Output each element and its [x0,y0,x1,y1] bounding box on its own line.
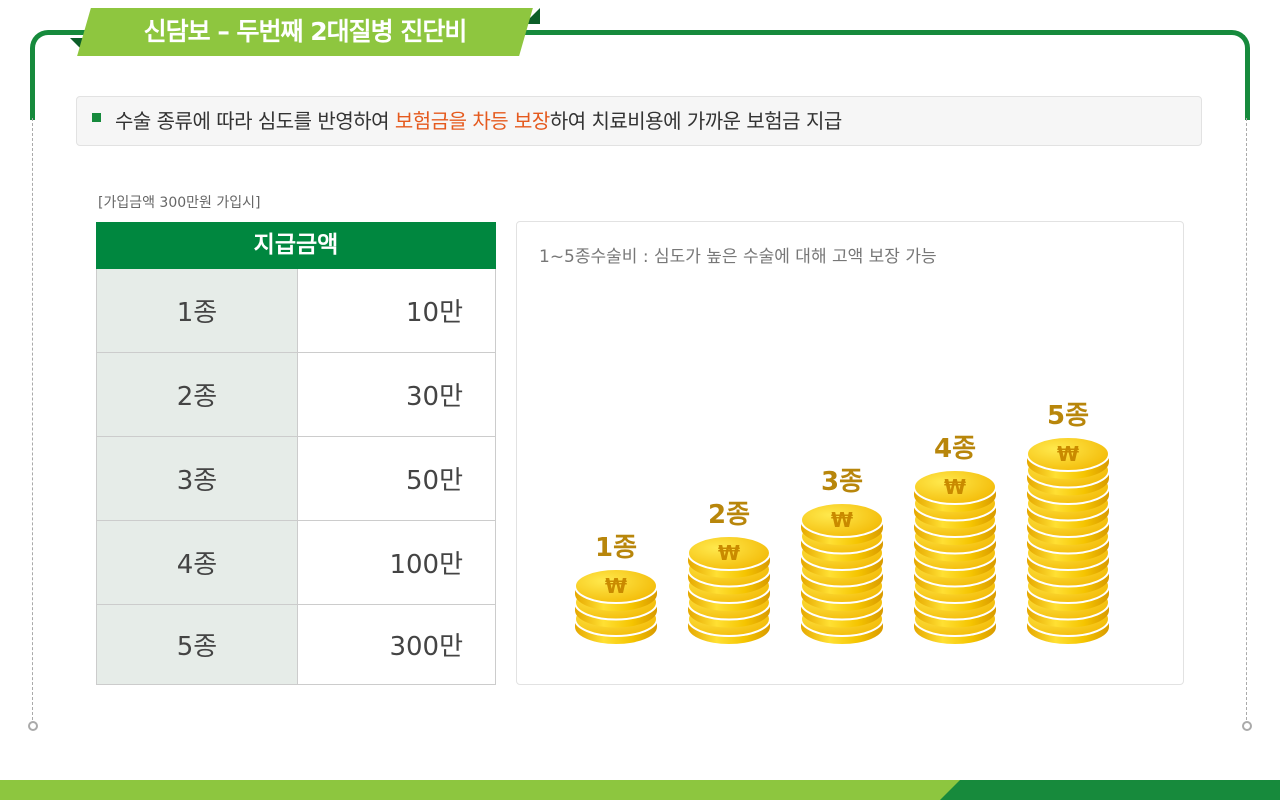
square-bullet-icon [92,113,104,125]
payment-table-header: 지급금액 [96,222,496,269]
coin-stack-label: 2종 [708,500,750,530]
payment-table: 지급금액 1종 10만 2종 30만 3종 50만 4종 100만 5종 300… [96,222,496,685]
grade-cell: 3종 [97,437,298,520]
grade-cell: 1종 [97,269,298,352]
table-row: 4종 100만 [96,521,496,605]
amount-cell: 50만 [298,437,495,520]
coin-stack-2: ₩2종 [687,500,771,644]
frame-right-dashed-line [1246,118,1247,720]
coin-stack-5: ₩5종 [1026,401,1110,644]
table-row: 1종 10만 [96,269,496,353]
coin-stack-3: ₩3종 [800,467,884,644]
coin-stack-label: 5종 [1047,401,1089,431]
coin-face [1026,436,1110,472]
notice-text-before: 수술 종류에 따라 심도를 반영하여 [115,109,395,133]
chart-caption: 1~5종수술비 : 심도가 높은 수술에 대해 고액 보장 가능 [539,247,937,267]
coin-face [574,568,658,604]
won-icon: ₩ [605,574,627,598]
coin-stack-4: ₩4종 [913,434,997,644]
won-icon: ₩ [718,541,740,565]
won-icon: ₩ [944,475,966,499]
coin-stack-1: ₩1종 [574,533,658,644]
coin-chart-box: 1~5종수술비 : 심도가 높은 수술에 대해 고액 보장 가능 ₩1종 ₩2종 ₩… [516,221,1184,685]
coin-face [687,535,771,571]
table-row: 2종 30만 [96,353,496,437]
notice-text-after: 하여 치료비용에 가까운 보험금 지급 [549,109,842,133]
amount-cell: 30만 [298,353,495,436]
notice-highlight: 보험금을 차등 보장 [394,109,550,133]
coin-stack-chart: ₩1종 ₩2종 ₩3종 ₩4종 ₩5종 [574,401,1110,644]
amount-cell: 300만 [298,605,495,684]
coin-stack-label: 1종 [595,533,637,563]
amount-cell: 100만 [298,521,495,604]
notice-box: 수술 종류에 따라 심도를 반영하여 보험금을 차등 보장하여 치료비용에 가까… [76,96,1202,146]
notice-text: 수술 종류에 따라 심도를 반영하여 보험금을 차등 보장하여 치료비용에 가까… [115,97,842,145]
coin-face [800,502,884,538]
table-row: 5종 300만 [96,605,496,685]
page-title: 신담보 – 두번째 2대질병 진단비 [143,17,468,46]
amount-cell: 10만 [298,269,495,352]
coin-face [913,469,997,505]
won-icon: ₩ [1057,442,1079,466]
title-tab: 신담보 – 두번째 2대질병 진단비 [70,8,540,56]
won-icon: ₩ [831,508,853,532]
coin-stack-label: 3종 [821,467,863,497]
grade-cell: 5종 [97,605,298,684]
frame-left-dashed-line [32,118,33,720]
subscription-caption: [가입금액 300만원 가입시] [98,195,261,211]
table-row: 3종 50만 [96,437,496,521]
content-frame [30,30,1250,120]
coin-stack-label: 4종 [934,434,976,464]
grade-cell: 4종 [97,521,298,604]
grade-cell: 2종 [97,353,298,436]
frame-right-dot [1242,721,1252,731]
bottom-bar-accent [940,780,1280,800]
frame-left-dot [28,721,38,731]
bottom-bar [0,780,1280,800]
